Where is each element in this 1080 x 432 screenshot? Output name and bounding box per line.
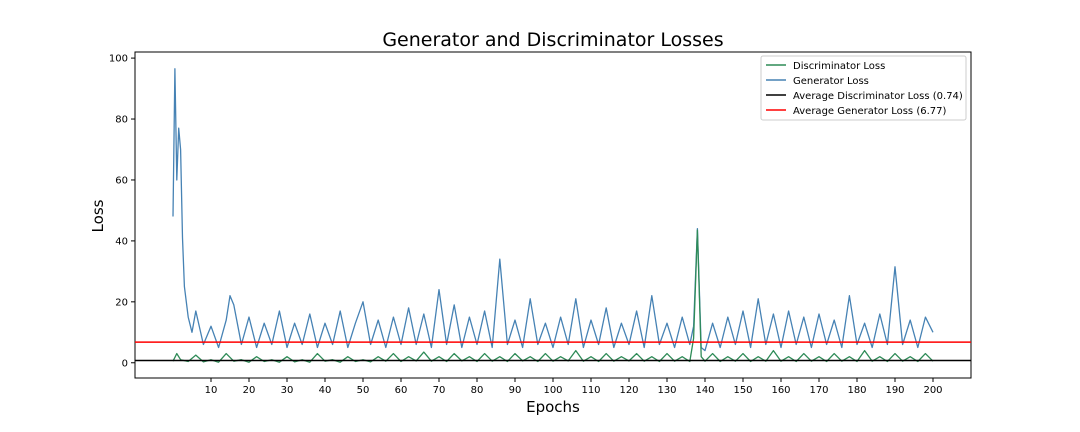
x-tick-label: 170	[809, 385, 828, 396]
x-tick-label: 70	[433, 385, 446, 396]
x-tick-label: 160	[771, 385, 790, 396]
x-axis-title: Epochs	[526, 398, 580, 416]
x-tick-label: 100	[543, 385, 562, 396]
x-tick-label: 190	[885, 385, 904, 396]
x-tick-label: 80	[471, 385, 484, 396]
series-lines	[172, 68, 934, 363]
y-tick-label: 80	[115, 115, 128, 126]
x-axis-ticks: 10 20 30 40 50 60 70 80 90 100 110 120 130 140 150 160 1…	[205, 378, 943, 396]
y-axis-title: Loss	[89, 199, 107, 232]
legend-label-avg-generator: Average Generator Loss (6.77)	[793, 106, 946, 117]
x-tick-label: 50	[357, 385, 370, 396]
y-tick-label: 100	[109, 54, 128, 65]
x-tick-label: 120	[619, 385, 638, 396]
x-tick-label: 60	[395, 385, 408, 396]
x-tick-label: 40	[319, 385, 332, 396]
x-tick-label: 130	[657, 385, 676, 396]
discriminator-loss-line	[172, 229, 934, 363]
legend-box	[760, 55, 967, 121]
average-lines	[135, 341, 971, 362]
y-axis-ticks: 0 20 40 60 80 100	[109, 54, 135, 369]
x-tick-label: 90	[509, 385, 522, 396]
y-tick-label: 20	[115, 297, 128, 308]
legend-label-discriminator: Discriminator Loss	[793, 61, 885, 72]
legend: Discriminator Loss Generator Loss Averag…	[760, 55, 967, 121]
x-tick-label: 180	[847, 385, 866, 396]
x-tick-label: 20	[243, 385, 256, 396]
generator-loss-line	[172, 68, 934, 352]
x-tick-label: 140	[695, 385, 714, 396]
y-tick-label: 60	[115, 175, 128, 186]
legend-label-avg-discriminator: Average Discriminator Loss (0.74)	[793, 91, 963, 102]
legend-label-generator: Generator Loss	[793, 76, 869, 87]
y-tick-label: 0	[122, 358, 128, 369]
x-tick-label: 110	[581, 385, 600, 396]
x-tick-label: 30	[281, 385, 294, 396]
x-tick-label: 10	[205, 385, 218, 396]
chart-title: Generator and Discriminator Losses	[382, 29, 723, 51]
x-tick-label: 200	[923, 385, 942, 396]
y-tick-label: 40	[115, 236, 128, 247]
x-tick-label: 150	[733, 385, 752, 396]
